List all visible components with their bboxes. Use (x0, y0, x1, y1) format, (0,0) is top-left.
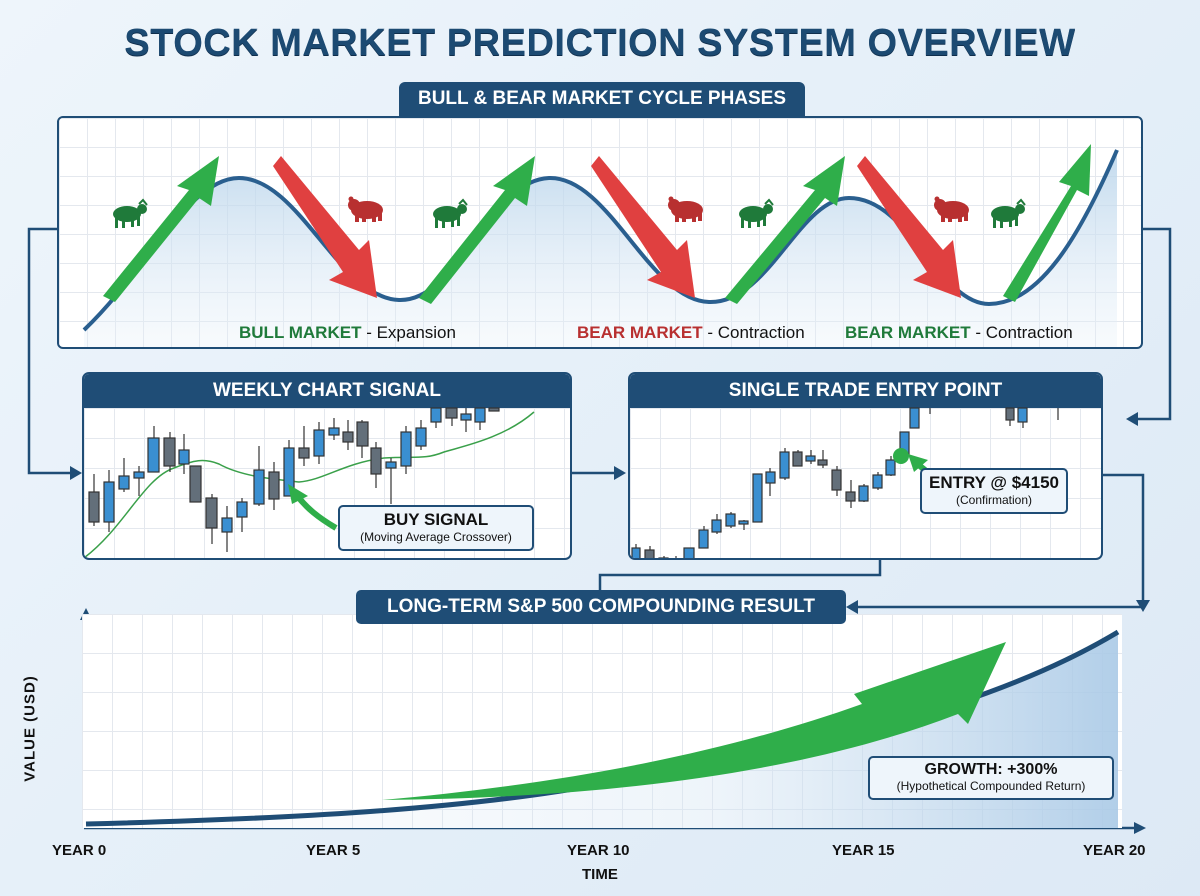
page-title: STOCK MARKET PREDICTION SYSTEM OVERVIEW (124, 22, 1076, 64)
arrow-icon (614, 466, 626, 480)
bear-icon (668, 196, 703, 222)
result-panel-header: LONG-TERM S&P 500 COMPOUNDING RESULT (356, 590, 846, 624)
cycle-wave-chart (82, 144, 1119, 347)
bull-icon (433, 198, 468, 228)
entry-point-header: SINGLE TRADE ENTRY POINT (630, 374, 1101, 408)
entry-callout-subtitle: (Confirmation) (955, 493, 1033, 507)
arrow-icon (70, 466, 82, 480)
bull-arrow-icon (103, 144, 1091, 304)
bull-icon (739, 198, 774, 228)
entry-point-panel: SINGLE TRADE ENTRY POINT (628, 372, 1103, 560)
phase-desc: - Contraction (975, 323, 1073, 342)
bear-arrow-icon (273, 156, 961, 298)
x-tick: YEAR 15 (832, 842, 895, 859)
phase-desc: - Contraction (707, 323, 805, 342)
weekly-chart-header: WEEKLY CHART SIGNAL (84, 374, 570, 408)
x-tick: YEAR 10 (567, 842, 630, 859)
phase-desc: - Expansion (366, 323, 456, 342)
arrow-icon (846, 600, 858, 614)
entry-callout-title: ENTRY @ $4150 (929, 473, 1059, 492)
phase-keyword: BEAR MARKET (845, 323, 971, 342)
cycle-panel: BULL MARKET - Expansion BEAR MARKET - Co… (57, 116, 1143, 349)
phase-label-bull: BULL MARKET - Expansion (239, 323, 456, 343)
arrow-icon (1136, 600, 1150, 612)
phase-label-bear: BEAR MARKET - Contraction (577, 323, 805, 343)
y-axis-label: VALUE (USD) (21, 675, 39, 782)
phase-keyword: BULL MARKET (239, 323, 362, 342)
entry-point-body: ENTRY @ $4150 (Confirmation) (630, 407, 1101, 558)
bull-icon (991, 198, 1026, 228)
x-tick: YEAR 5 (306, 842, 361, 859)
x-axis-arrow-icon (1134, 822, 1146, 834)
buy-signal-subtitle: (Moving Average Crossover) (360, 530, 512, 544)
weekly-chart-body: BUY SIGNAL (Moving Average Crossover) (84, 407, 570, 558)
buy-signal-callout: BUY SIGNAL (Moving Average Crossover) (338, 505, 534, 551)
buy-signal-title: BUY SIGNAL (383, 510, 489, 529)
phase-keyword: BEAR MARKET (577, 323, 703, 342)
phase-label-bear-2: BEAR MARKET - Contraction (845, 323, 1073, 343)
x-axis-label: TIME (582, 866, 618, 883)
arrow-icon (1126, 412, 1138, 426)
bear-icon (934, 196, 969, 222)
growth-callout-subtitle: (Hypothetical Compounded Return) (896, 779, 1086, 793)
growth-callout: GROWTH: +300% (Hypothetical Compounded R… (868, 756, 1114, 800)
cycle-panel-header: BULL & BEAR MARKET CYCLE PHASES (399, 82, 805, 116)
growth-arrow-icon (382, 642, 1006, 800)
growth-curve-chart (85, 629, 1120, 828)
buy-pointer-icon (293, 492, 338, 531)
entry-callout: ENTRY @ $4150 (Confirmation) (920, 468, 1068, 514)
moving-average-line (84, 411, 535, 558)
entry-point-marker (893, 448, 909, 464)
x-tick: YEAR 0 (52, 842, 107, 859)
entry-candlestick-chart (631, 407, 1059, 558)
x-tick: YEAR 20 (1083, 842, 1146, 859)
weekly-chart-panel: WEEKLY CHART SIGNAL (82, 372, 572, 560)
bear-icon (348, 196, 383, 222)
weekly-candlestick-chart (84, 407, 535, 558)
bull-icon (113, 198, 148, 228)
growth-callout-title: GROWTH: +300% (924, 761, 1058, 778)
